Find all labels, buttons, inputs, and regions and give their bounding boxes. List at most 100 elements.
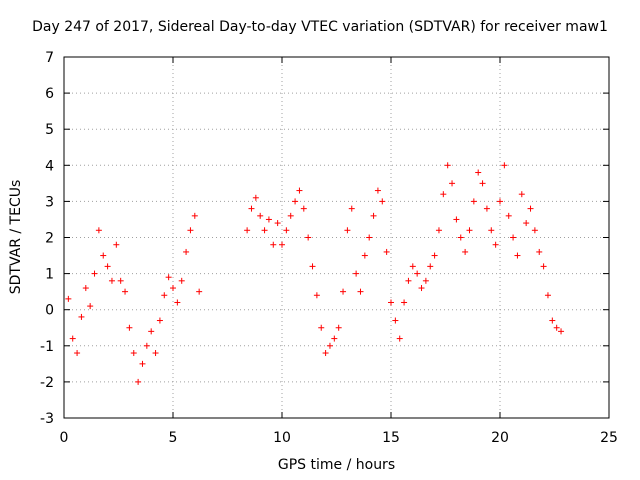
data-point bbox=[383, 248, 390, 255]
data-point bbox=[82, 285, 89, 292]
data-point bbox=[322, 350, 329, 357]
data-point bbox=[104, 263, 111, 270]
data-point bbox=[553, 324, 560, 331]
data-point bbox=[435, 227, 442, 234]
data-point bbox=[440, 191, 447, 198]
data-point bbox=[126, 324, 133, 331]
data-point bbox=[466, 227, 473, 234]
data-point bbox=[457, 234, 464, 241]
data-point bbox=[117, 277, 124, 284]
data-point bbox=[353, 270, 360, 277]
data-point bbox=[287, 212, 294, 219]
data-point bbox=[531, 227, 538, 234]
y-tick-label: 7 bbox=[45, 50, 54, 66]
data-point bbox=[527, 205, 534, 212]
data-point bbox=[191, 212, 198, 219]
x-tick-label: 5 bbox=[169, 430, 178, 446]
data-point bbox=[270, 241, 277, 248]
y-tick-label: 4 bbox=[45, 158, 54, 174]
data-point bbox=[361, 252, 368, 259]
data-point bbox=[514, 252, 521, 259]
data-point bbox=[366, 234, 373, 241]
data-point bbox=[510, 234, 517, 241]
x-axis-label: GPS time / hours bbox=[277, 457, 396, 473]
data-point bbox=[178, 277, 185, 284]
y-tick-label: 1 bbox=[45, 267, 54, 283]
data-point bbox=[536, 248, 543, 255]
data-point bbox=[379, 198, 386, 205]
data-point bbox=[100, 252, 107, 259]
data-point bbox=[414, 270, 421, 277]
data-point bbox=[427, 263, 434, 270]
data-point bbox=[174, 299, 181, 306]
x-tick-label: 20 bbox=[491, 430, 509, 446]
y-tick-label: -1 bbox=[40, 339, 54, 355]
data-point bbox=[340, 288, 347, 295]
data-point bbox=[161, 292, 168, 299]
data-point bbox=[444, 162, 451, 169]
x-tick-label: 25 bbox=[600, 430, 618, 446]
data-point bbox=[501, 162, 508, 169]
data-point bbox=[108, 277, 115, 284]
data-point bbox=[392, 317, 399, 324]
x-tick-labels: 0 5 10 15 20 25 bbox=[60, 430, 618, 446]
y-tick-label: 6 bbox=[45, 86, 54, 102]
chart-title: Day 247 of 2017, Sidereal Day-to-day VTE… bbox=[32, 19, 608, 35]
data-point bbox=[152, 350, 159, 357]
data-point bbox=[283, 227, 290, 234]
data-point bbox=[492, 241, 499, 248]
data-point bbox=[374, 187, 381, 194]
data-point bbox=[479, 180, 486, 187]
data-point bbox=[69, 335, 76, 342]
data-point bbox=[74, 350, 81, 357]
data-point bbox=[483, 205, 490, 212]
data-point bbox=[248, 205, 255, 212]
data-point bbox=[505, 212, 512, 219]
data-point bbox=[313, 292, 320, 299]
data-point bbox=[78, 313, 85, 320]
data-point bbox=[462, 248, 469, 255]
data-point bbox=[409, 263, 416, 270]
data-point bbox=[196, 288, 203, 295]
y-tick-label: 2 bbox=[45, 231, 54, 247]
data-point bbox=[544, 292, 551, 299]
data-point bbox=[422, 277, 429, 284]
data-point bbox=[187, 227, 194, 234]
data-point bbox=[139, 360, 146, 367]
data-point bbox=[170, 285, 176, 292]
data-point bbox=[165, 274, 172, 281]
data-point bbox=[357, 288, 364, 295]
y-tick-label: -3 bbox=[40, 411, 54, 427]
data-point bbox=[401, 299, 408, 306]
data-point bbox=[326, 342, 333, 349]
data-point bbox=[87, 303, 94, 310]
y-tick-labels: -3 -2 -1 0 1 2 3 4 5 6 7 bbox=[40, 50, 54, 427]
data-point bbox=[279, 241, 285, 248]
data-point bbox=[335, 324, 342, 331]
grid-lines bbox=[64, 57, 609, 418]
y-tick-label: -2 bbox=[40, 375, 54, 391]
data-point bbox=[344, 227, 351, 234]
data-point bbox=[418, 285, 425, 292]
y-axis-label: SDTVAR / TECUs bbox=[8, 179, 24, 295]
data-point bbox=[558, 328, 565, 335]
data-point bbox=[309, 263, 316, 270]
data-point bbox=[348, 205, 355, 212]
x-tick-label: 0 bbox=[60, 430, 69, 446]
data-point bbox=[91, 270, 98, 277]
data-point bbox=[143, 342, 150, 349]
data-point bbox=[130, 350, 137, 357]
data-point bbox=[549, 317, 556, 324]
y-tick-label: 5 bbox=[45, 122, 54, 138]
data-point bbox=[274, 220, 281, 227]
data-point bbox=[113, 241, 120, 248]
data-point bbox=[370, 212, 377, 219]
data-point bbox=[540, 263, 547, 270]
data-point bbox=[292, 198, 299, 205]
data-point bbox=[431, 252, 438, 259]
data-point bbox=[523, 220, 530, 227]
data-point bbox=[331, 335, 338, 342]
data-point bbox=[265, 216, 272, 223]
x-tick-label: 15 bbox=[382, 430, 400, 446]
data-point bbox=[296, 187, 303, 194]
